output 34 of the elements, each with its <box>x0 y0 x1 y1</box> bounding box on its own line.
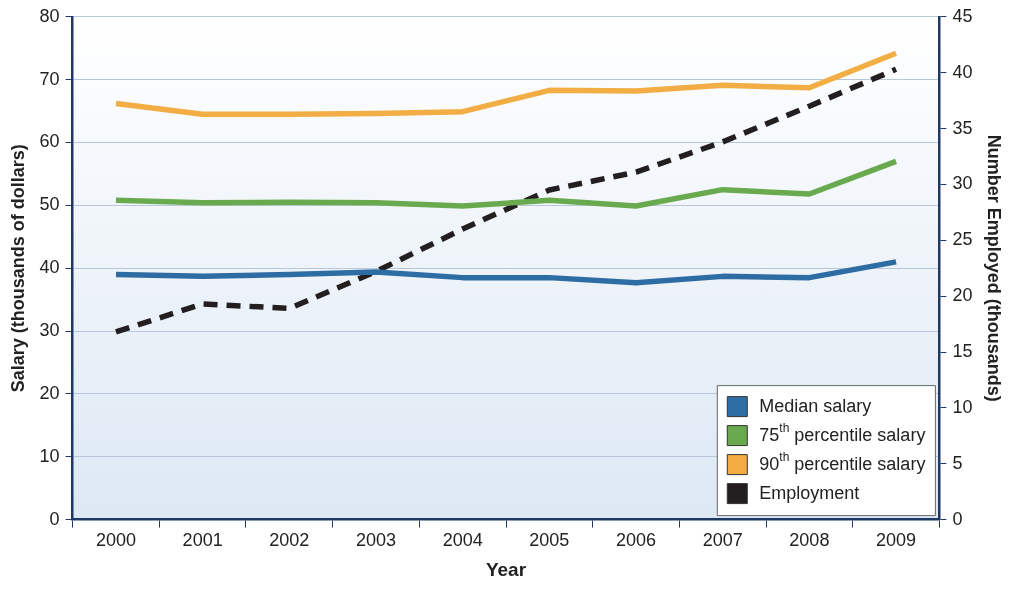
x-tick-label: 2008 <box>789 530 830 551</box>
y2-tick-label: 15 <box>952 340 973 361</box>
y-axis-title: Salary (thousands of dollars) <box>7 144 28 393</box>
y-tick-label: 70 <box>39 68 60 89</box>
x-tick-label: 2001 <box>182 530 223 551</box>
y2-tick-label: 25 <box>952 229 973 250</box>
x-tick-label: 2003 <box>355 530 397 551</box>
x-tick-label: 2002 <box>269 530 310 551</box>
y2-tick-label: 45 <box>952 5 973 26</box>
y2-tick-label: 30 <box>952 173 973 194</box>
x-tick-label: 2006 <box>615 530 657 551</box>
y-tick-label: 40 <box>39 257 60 278</box>
y2-tick-label: 10 <box>952 396 973 417</box>
y-tick-label: 50 <box>39 194 60 215</box>
y-tick-label: 0 <box>49 508 60 529</box>
x-tick-label: 2004 <box>442 530 483 551</box>
y-tick-label: 60 <box>39 131 60 152</box>
x-tick-label: 2000 <box>95 530 136 551</box>
y2-tick-label: 5 <box>952 452 963 473</box>
x-tick-label: 2005 <box>529 530 570 551</box>
y2-tick-label: 40 <box>952 61 973 82</box>
x-tick-label: 2007 <box>702 530 743 551</box>
y-tick-label: 80 <box>39 5 60 26</box>
legend-label: Median salary <box>759 395 872 416</box>
y-tick-label: 10 <box>39 445 60 466</box>
x-tick-label: 2009 <box>876 530 917 551</box>
y2-tick-label: 35 <box>952 117 973 138</box>
y-tick-label: 20 <box>39 382 60 403</box>
y2-axis-title: Number Employed (thousands) <box>984 134 1005 402</box>
y2-tick-label: 0 <box>952 508 963 529</box>
y-tick-label: 30 <box>39 320 60 341</box>
legend-label: Employment <box>759 482 860 503</box>
x-axis-title: Year <box>485 558 527 580</box>
y2-tick-label: 20 <box>952 285 973 306</box>
